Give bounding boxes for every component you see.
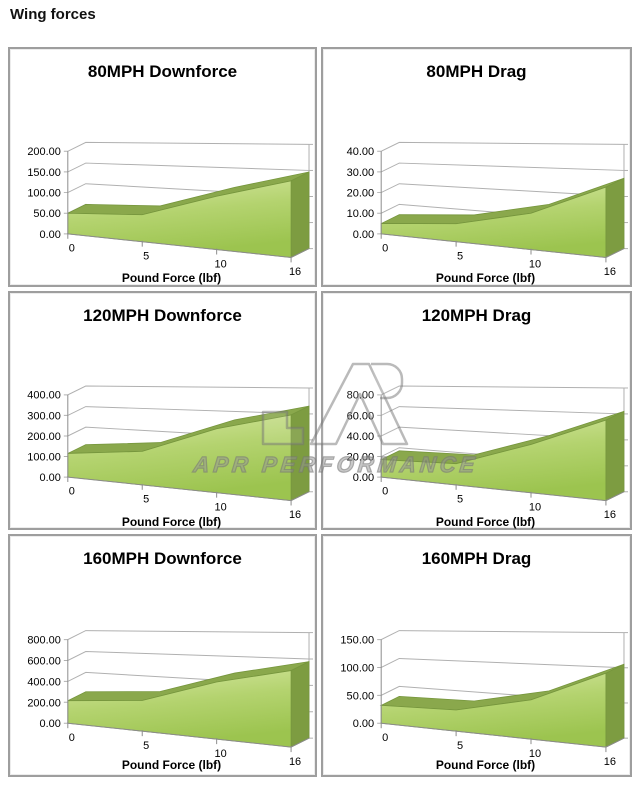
chart-title: 80MPH Drag	[426, 62, 527, 81]
svg-text:0.00: 0.00	[40, 229, 61, 241]
svg-text:10: 10	[215, 501, 227, 513]
svg-text:50.00: 50.00	[33, 208, 60, 220]
svg-text:16: 16	[289, 266, 301, 278]
x-axis-title: Pound Force (lbf)	[121, 758, 222, 772]
svg-text:16: 16	[289, 509, 301, 521]
x-axis-title: Pound Force (lbf)	[435, 758, 536, 772]
svg-text:5: 5	[457, 740, 463, 752]
svg-text:40.00: 40.00	[347, 146, 375, 158]
chart-title: 80MPH Downforce	[87, 62, 238, 81]
svg-text:400.00: 400.00	[27, 390, 61, 402]
svg-text:150.00: 150.00	[340, 635, 374, 647]
svg-text:0: 0	[382, 732, 388, 744]
svg-text:10: 10	[215, 258, 227, 270]
chart-title: 160MPH Downforce	[83, 549, 242, 568]
chart-title: 160MPH Drag	[421, 549, 532, 568]
svg-text:100.00: 100.00	[27, 188, 60, 200]
svg-text:0: 0	[69, 243, 75, 255]
svg-text:10: 10	[529, 748, 541, 760]
svg-text:0.00: 0.00	[353, 472, 374, 484]
svg-text:80.00: 80.00	[347, 390, 375, 402]
chart-plot-120mph-downforce: 0 5 10 16 0.00 100.00 200.00 300.00 400.00	[27, 385, 314, 521]
x-axis-title: Pound Force (lbf)	[435, 271, 536, 285]
svg-text:20.00: 20.00	[347, 188, 375, 200]
svg-text:100.00: 100.00	[27, 452, 61, 464]
svg-text:20.00: 20.00	[347, 452, 375, 464]
x-axis-title: Pound Force (lbf)	[435, 515, 536, 529]
chart-plot-160mph-drag: 0 5 10 16 0.00 50.00 100.00 150.00	[340, 630, 628, 768]
svg-text:300.00: 300.00	[27, 410, 61, 422]
svg-text:0: 0	[382, 486, 388, 498]
chart-panel-120mph-drag: 120MPH Drag 0 5 10 16 0.00 20.00 40.00 60.00 80.…	[321, 291, 632, 530]
svg-text:0.00: 0.00	[40, 472, 61, 484]
svg-text:200.00: 200.00	[27, 697, 60, 709]
svg-text:400.00: 400.00	[27, 676, 60, 688]
x-axis-title: Pound Force (lbf)	[121, 271, 222, 285]
svg-text:0.00: 0.00	[40, 718, 61, 730]
svg-text:16: 16	[604, 756, 616, 768]
svg-text:0: 0	[69, 732, 75, 744]
svg-text:30.00: 30.00	[347, 167, 375, 179]
svg-text:0.00: 0.00	[353, 718, 374, 730]
svg-text:5: 5	[143, 494, 149, 506]
chart-plot-80mph-drag: 0 5 10 16 0.00 10.00 20.00 30.00 40.00	[347, 141, 628, 278]
svg-text:5: 5	[457, 494, 463, 506]
svg-text:16: 16	[604, 509, 616, 521]
svg-text:10: 10	[529, 501, 541, 513]
svg-text:5: 5	[143, 250, 149, 262]
svg-text:600.00: 600.00	[27, 655, 60, 667]
svg-text:10.00: 10.00	[347, 208, 375, 220]
svg-text:60.00: 60.00	[347, 410, 375, 422]
svg-text:0: 0	[69, 486, 75, 498]
svg-text:200.00: 200.00	[27, 431, 61, 443]
chart-title: 120MPH Downforce	[83, 306, 242, 325]
x-axis-title: Pound Force (lbf)	[121, 515, 222, 529]
svg-text:10: 10	[215, 748, 227, 760]
svg-text:40.00: 40.00	[347, 431, 375, 443]
chart-panel-80mph-downforce: 80MPH Downforce 0 5 10 16 0.00 50.00 100.00 150…	[8, 47, 317, 287]
svg-text:800.00: 800.00	[27, 635, 60, 647]
svg-text:150.00: 150.00	[27, 167, 60, 179]
chart-plot-160mph-downforce: 0 5 10 16 0.00 200.00 400.00 600.00 800.00	[27, 630, 314, 768]
charts-grid: 80MPH Downforce 0 5 10 16 0.00 50.00 100.00 150…	[8, 47, 632, 777]
svg-text:100.00: 100.00	[340, 662, 374, 674]
svg-text:0.00: 0.00	[353, 229, 374, 241]
svg-text:5: 5	[143, 740, 149, 752]
chart-panel-80mph-drag: 80MPH Drag 0 5 10 16 0.00 10.00 20.00 30.00 40.0…	[321, 47, 632, 287]
svg-text:200.00: 200.00	[27, 146, 60, 158]
chart-plot-80mph-downforce: 0 5 10 16 0.00 50.00 100.00 150.00 200.00	[27, 141, 314, 278]
chart-panel-120mph-downforce: 120MPH Downforce 0 5 10 16 0.00 100.00 200.00 3…	[8, 291, 317, 530]
chart-panel-160mph-downforce: 160MPH Downforce 0 5 10 16 0.00 200.00 400.00 6…	[8, 534, 317, 777]
chart-title: 120MPH Drag	[421, 306, 532, 325]
svg-text:10: 10	[529, 258, 541, 270]
chart-panel-160mph-drag: 160MPH Drag 0 5 10 16 0.00 50.00 100.00 150.00 …	[321, 534, 632, 777]
chart-plot-120mph-drag: 0 5 10 16 0.00 20.00 40.00 60.00 80.00	[347, 385, 628, 521]
svg-text:16: 16	[604, 266, 616, 278]
svg-text:50.00: 50.00	[347, 690, 375, 702]
svg-text:5: 5	[457, 251, 463, 263]
svg-text:16: 16	[289, 756, 301, 768]
page-title: Wing forces	[10, 6, 96, 23]
svg-text:0: 0	[382, 243, 388, 255]
